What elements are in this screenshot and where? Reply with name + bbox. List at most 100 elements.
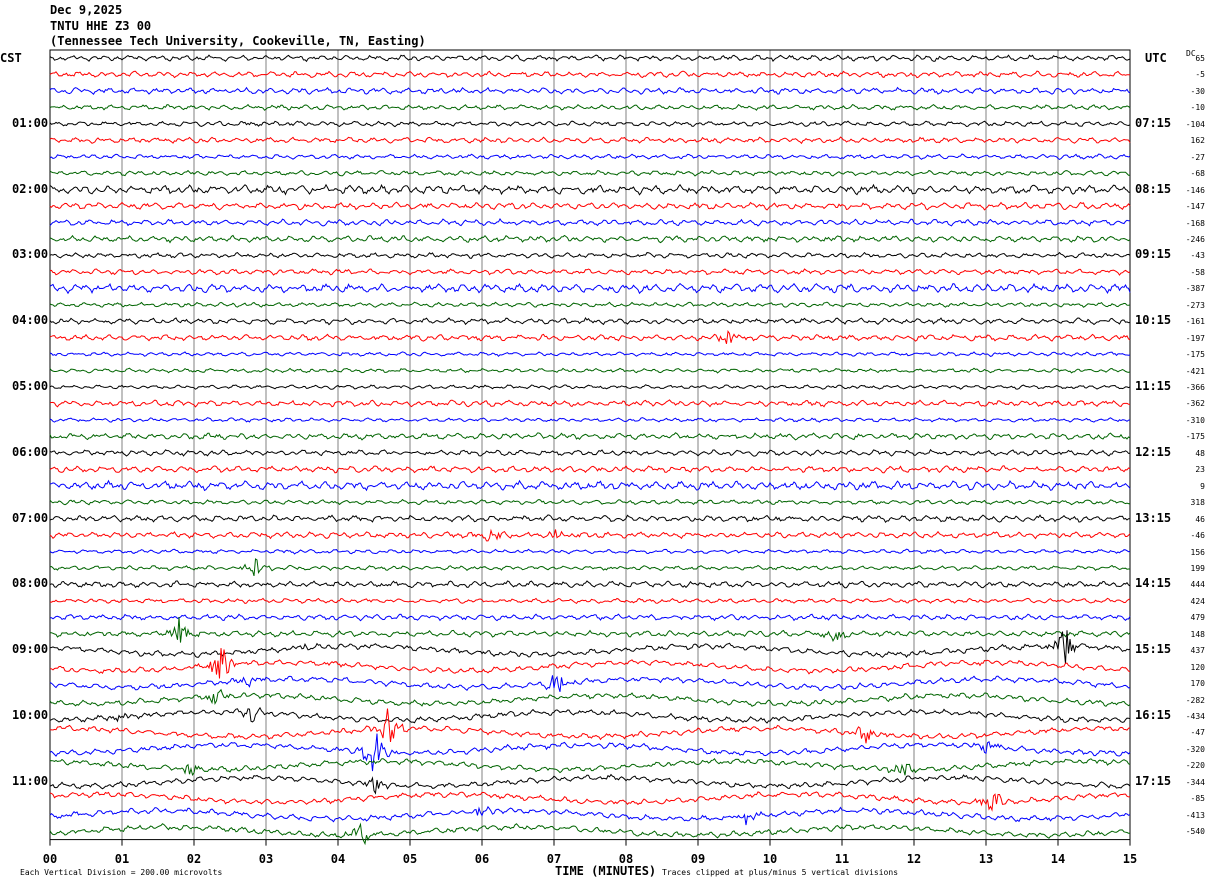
dc-offset-label: -246: [1185, 234, 1205, 244]
x-tick-label: 08: [618, 852, 634, 866]
dc-offset-label: -413: [1185, 810, 1205, 820]
dc-offset-label: 479: [1190, 613, 1205, 623]
dc-offset-label: -5: [1195, 70, 1205, 80]
seismic-trace-33: [49, 580, 1131, 589]
seismic-trace-8: [49, 169, 1130, 177]
dc-offset-label: -387: [1185, 284, 1205, 294]
seismic-trace-22: [49, 399, 1131, 408]
dc-offset-label: -362: [1185, 399, 1205, 409]
seismic-trace-14: [49, 268, 1131, 276]
seismic-trace-11: [49, 218, 1130, 227]
plot-frame: [49, 49, 1131, 841]
dc-offset-label: -220: [1185, 761, 1205, 771]
x-tick-label: 01: [114, 852, 130, 866]
x-tick-label: 06: [474, 852, 490, 866]
seismic-trace-29: [49, 514, 1130, 524]
seismic-trace-23: [49, 417, 1131, 423]
x-tick-label: 11: [834, 852, 850, 866]
dc-offset-label: 170: [1190, 679, 1205, 689]
dc-offset-label: 156: [1190, 547, 1205, 557]
dc-offset-label: -421: [1185, 366, 1205, 376]
x-tick-label: 10: [762, 852, 778, 866]
left-time-label: 03:00: [12, 247, 49, 262]
left-time-label: 08:00: [12, 576, 49, 591]
x-tick-label: 12: [906, 852, 922, 866]
left-timezone-label: CST: [0, 51, 22, 65]
left-time-label: 02:00: [12, 181, 49, 196]
dc-offset-header: DC: [1186, 49, 1196, 58]
right-time-label: 12:15: [1135, 444, 1172, 459]
seismic-trace-13: [49, 251, 1131, 259]
dc-offset-label: -27: [1190, 152, 1205, 162]
dc-offset-label: -344: [1185, 777, 1205, 787]
left-time-label: 07:00: [12, 510, 49, 525]
right-time-label: 07:15: [1135, 115, 1172, 130]
seismic-trace-12: [49, 234, 1131, 244]
seismic-trace-28: [49, 498, 1131, 506]
right-time-label: 10:15: [1135, 313, 1172, 328]
dc-offset-label: -540: [1185, 827, 1205, 837]
seismic-trace-5: [49, 120, 1131, 128]
seismic-trace-32: [49, 558, 1130, 577]
left-time-label: 11:00: [12, 773, 49, 788]
right-time-label: 17:15: [1135, 773, 1172, 788]
dc-offset-label: 199: [1190, 563, 1205, 573]
dc-offset-label: 9: [1200, 481, 1205, 491]
seismic-trace-42: [49, 708, 1131, 744]
dc-offset-label: -197: [1185, 333, 1205, 343]
seismic-trace-3: [49, 86, 1131, 95]
right-time-label: 16:15: [1135, 708, 1172, 722]
seismic-trace-45: [49, 773, 1131, 795]
seismic-trace-17: [49, 317, 1130, 326]
seismic-trace-24: [49, 432, 1131, 441]
seismic-trace-7: [49, 153, 1131, 160]
seismic-trace-15: [49, 282, 1131, 295]
dc-offset-label: -366: [1185, 383, 1205, 392]
dc-offset-label: -68: [1190, 169, 1205, 179]
dc-offset-label: -30: [1190, 86, 1205, 96]
minute-gridlines: [49, 49, 1131, 841]
dc-offset-label: 65: [1195, 54, 1205, 63]
seismic-trace-9: [49, 183, 1131, 196]
left-time-label: 10:00: [12, 708, 49, 722]
seismic-trace-48: [49, 822, 1131, 846]
left-time-label: 04:00: [12, 313, 49, 328]
station-location: (Tennessee Tech University, Cookeville, …: [50, 34, 426, 48]
x-tick-label: 09: [690, 852, 706, 866]
x-tick-label: 15: [1122, 852, 1138, 866]
seismic-trace-10: [49, 201, 1131, 211]
dc-offset-label: -175: [1185, 350, 1205, 360]
dc-offset-label: -46: [1190, 531, 1205, 541]
dc-offset-label: -310: [1185, 415, 1205, 425]
seismic-trace-27: [49, 479, 1131, 492]
dc-offset-label: 120: [1190, 662, 1205, 672]
seismic-trace-21: [49, 384, 1131, 390]
x-axis-ticks: [49, 839, 1131, 846]
x-tick-label: 04: [330, 852, 346, 866]
seismic-trace-2: [49, 70, 1131, 79]
clip-note: Traces clipped at plus/minus 5 vertical …: [662, 868, 899, 877]
x-tick-label: 05: [402, 852, 418, 866]
x-tick-label: 00: [42, 852, 58, 866]
dc-offset-label: -85: [1190, 794, 1205, 804]
station-id: TNTU HHE Z3 00: [50, 19, 152, 33]
seismic-trace-20: [49, 367, 1131, 374]
dc-offset-label: 444: [1190, 580, 1205, 590]
seismic-trace-34: [49, 597, 1131, 605]
dc-offset-label: -161: [1185, 317, 1205, 327]
right-time-label: 11:15: [1135, 379, 1172, 393]
x-axis-label: TIME (MINUTES): [555, 864, 657, 878]
dc-offset-label: 424: [1190, 596, 1205, 606]
seismic-trace-44: [49, 758, 1131, 777]
right-time-label: 08:15: [1135, 181, 1172, 196]
seismic-trace-1: [49, 54, 1131, 63]
left-time-label: 09:00: [12, 642, 49, 657]
dc-offset-label: -47: [1190, 728, 1205, 738]
seismic-trace-41: [49, 706, 1131, 724]
dc-offset-label: -147: [1185, 202, 1205, 212]
seismic-trace-43: [49, 733, 1131, 772]
right-time-label: 13:15: [1135, 510, 1172, 525]
seismic-trace-38: [49, 648, 1131, 679]
seismic-trace-19: [49, 351, 1131, 358]
dc-offset-label: 23: [1195, 465, 1205, 475]
